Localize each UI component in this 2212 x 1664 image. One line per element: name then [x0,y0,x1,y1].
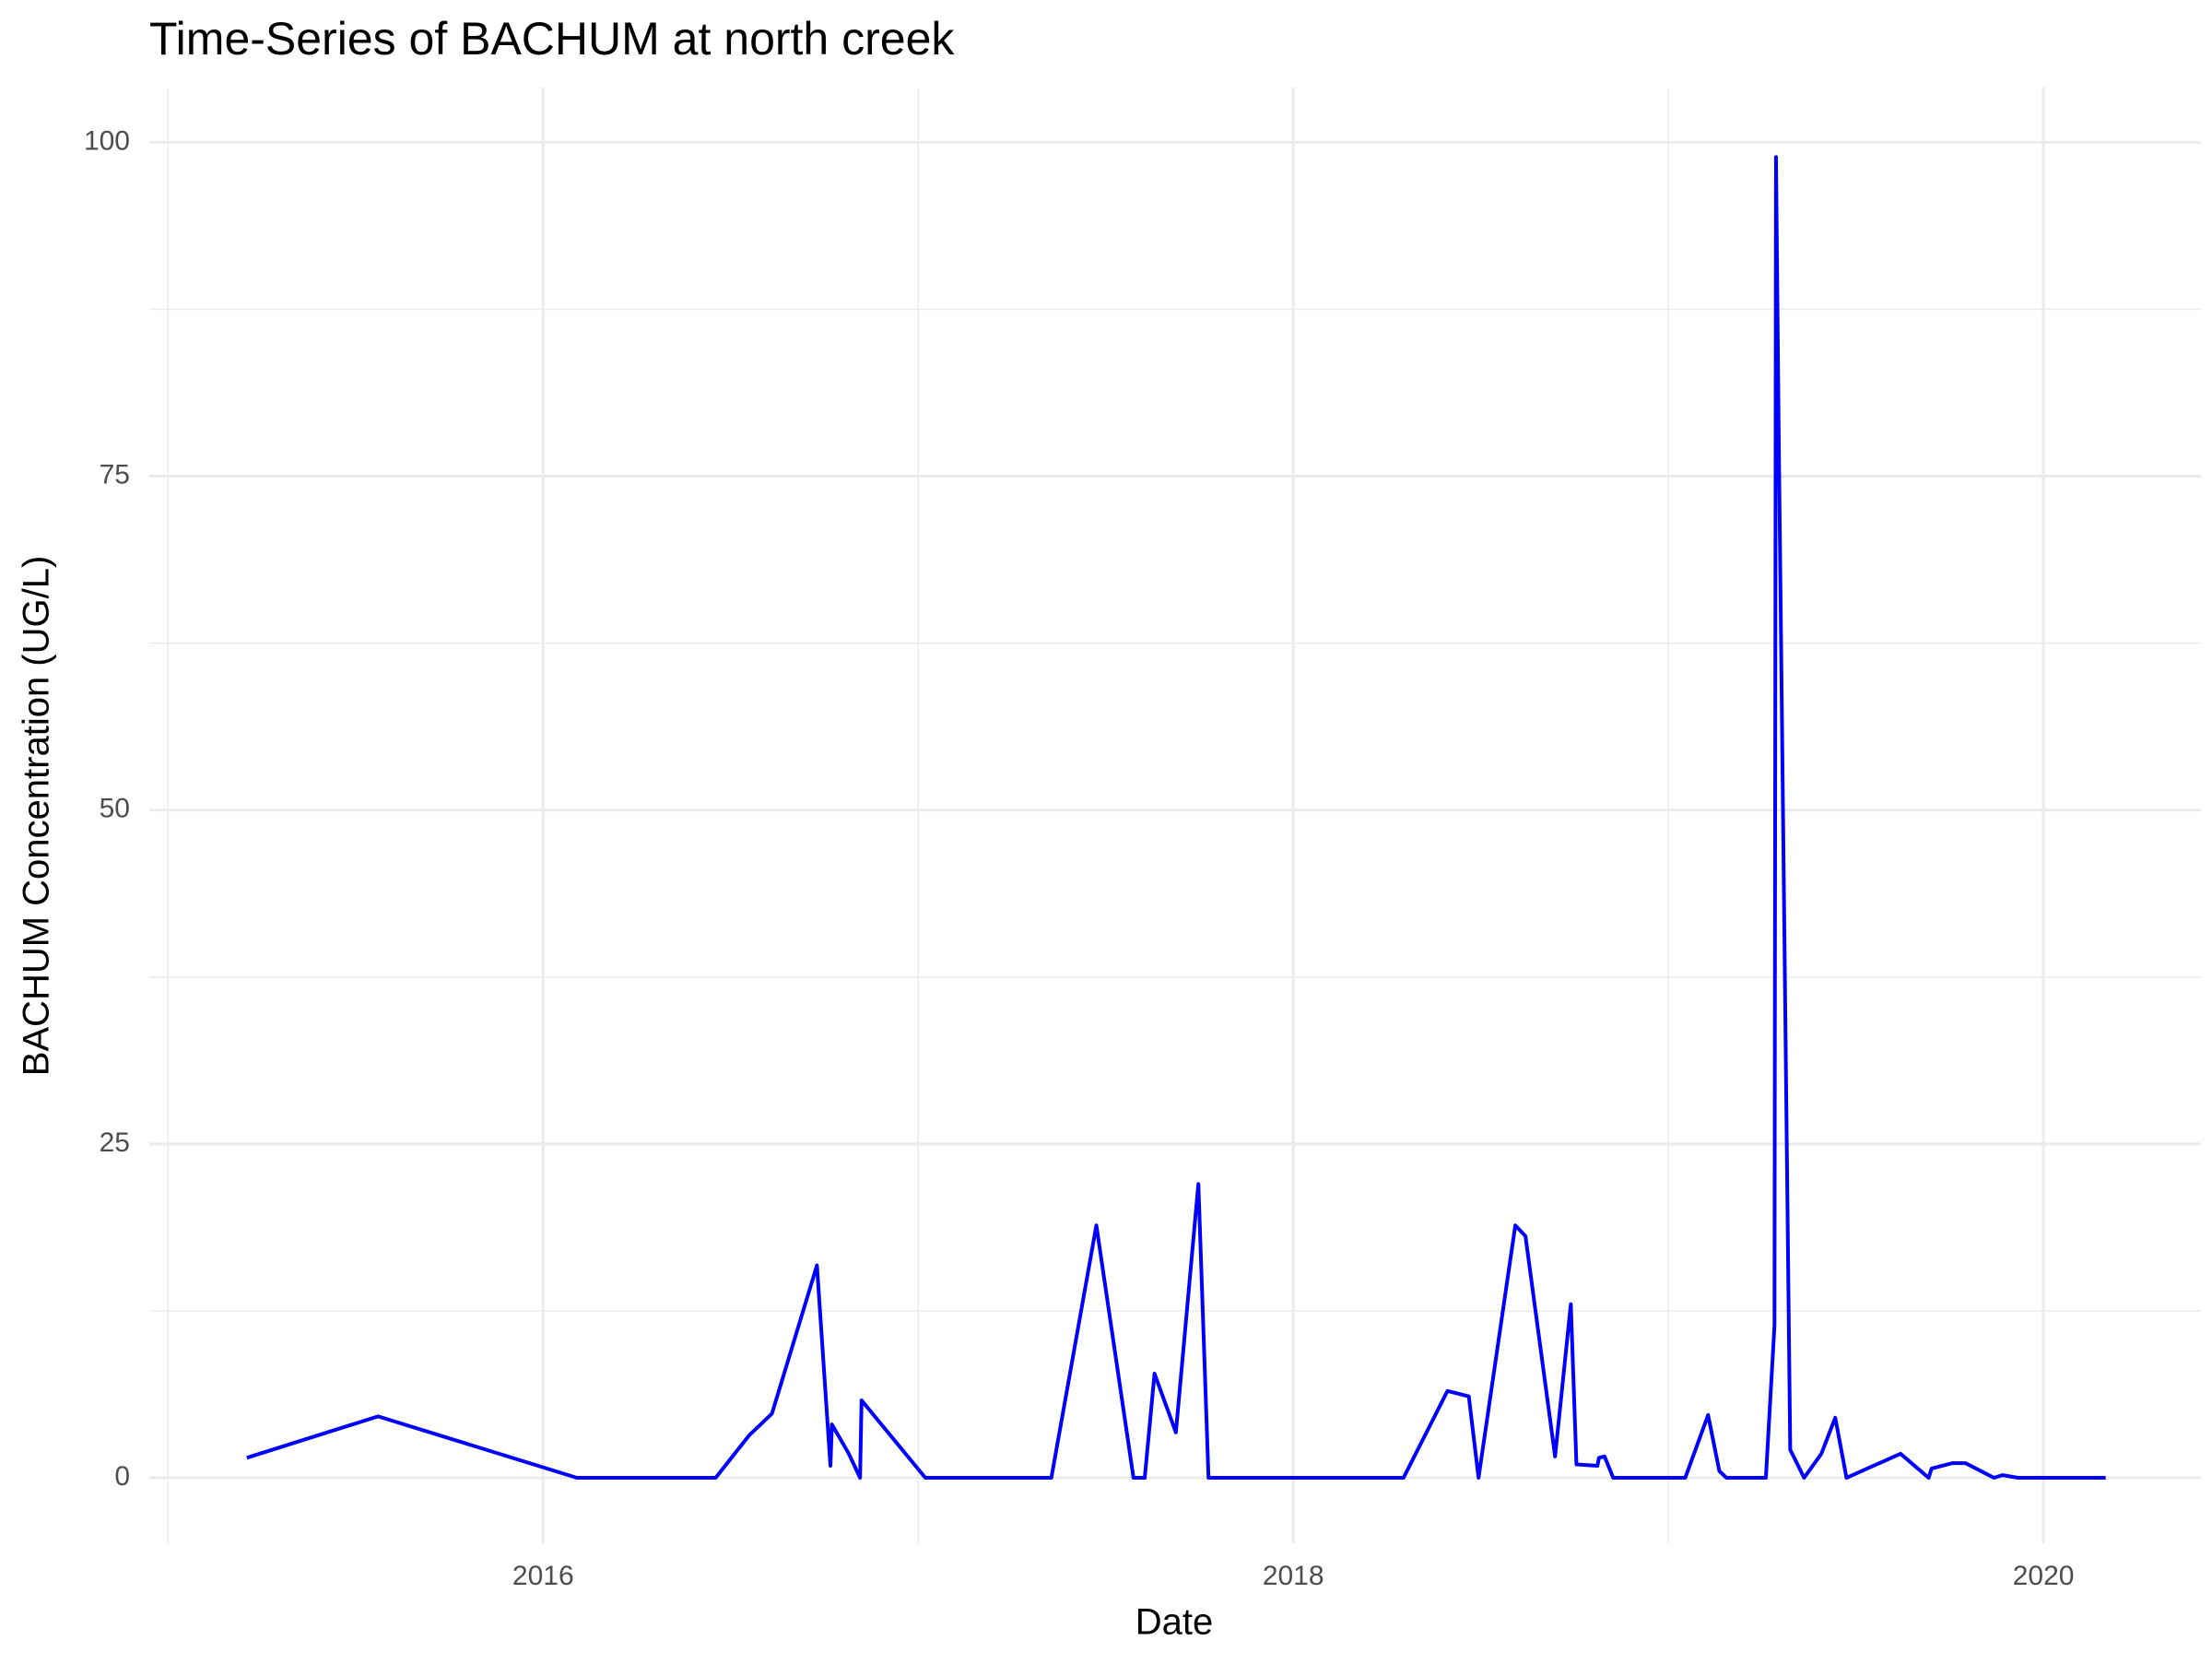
y-tick-label: 100 [84,125,130,156]
x-axis-title: Date [1135,1602,1214,1643]
y-tick-label: 25 [100,1127,130,1158]
y-tick-label: 0 [114,1461,130,1492]
y-tick-label: 50 [100,794,130,824]
x-tick-label: 2020 [2013,1561,2075,1591]
y-tick-label: 75 [100,459,130,490]
x-tick-label: 2018 [1263,1561,1324,1591]
x-tick-label: 2016 [512,1561,574,1591]
data-line [246,155,2106,1481]
chart-title: Time-Series of BACHUM at north creek [149,13,955,65]
y-axis-title: BACHUM Concentration (UG/L) [17,556,57,1077]
